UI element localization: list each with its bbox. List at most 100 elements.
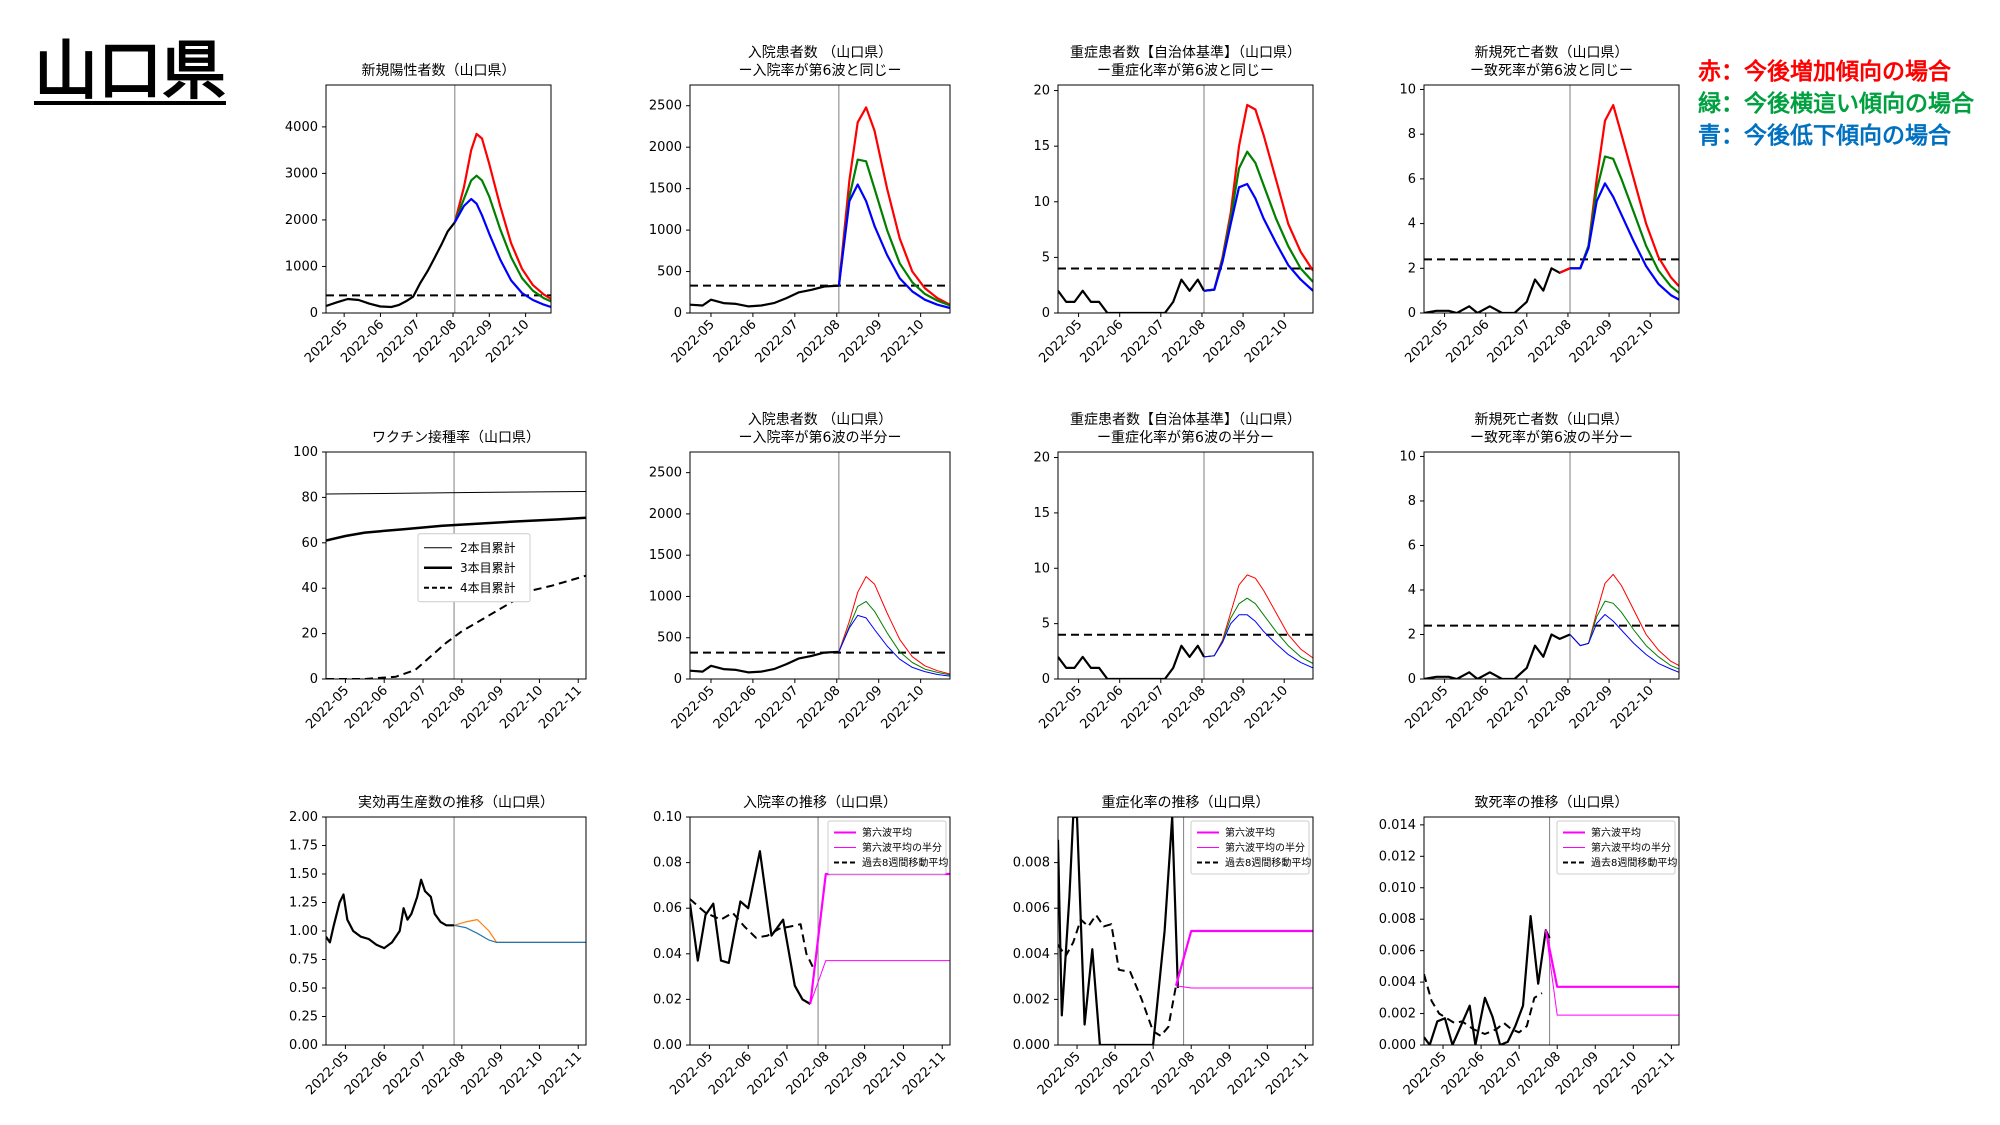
y-tick-label: 0.75 bbox=[289, 953, 318, 968]
plot-area bbox=[326, 817, 586, 1045]
plot-area bbox=[1424, 452, 1679, 679]
y-tick-label: 1.00 bbox=[289, 924, 318, 939]
y-tick-label: 3000 bbox=[285, 166, 318, 181]
x-tick-label: 2022-08 bbox=[1160, 683, 1209, 732]
plot-area bbox=[690, 452, 950, 679]
y-tick-label: 1.50 bbox=[289, 867, 318, 882]
y-tick-label: 20 bbox=[301, 627, 318, 642]
y-tick-label: 60 bbox=[301, 536, 318, 551]
legend-box bbox=[1190, 820, 1310, 875]
y-tick-label: 0.004 bbox=[1013, 947, 1050, 962]
y-tick-label: 1000 bbox=[649, 223, 682, 238]
x-tick-label: 2022-06 bbox=[1443, 317, 1492, 366]
chart-new-cases: 新規陽性者数（山口県）010002000300040002022-052022-… bbox=[285, 63, 552, 366]
y-tick-label: 40 bbox=[301, 581, 318, 596]
chart-title: 新規死亡者数（山口県） bbox=[1475, 412, 1629, 428]
series-line-black bbox=[326, 878, 455, 950]
series-line-red bbox=[453, 132, 551, 300]
series-line-black bbox=[690, 850, 811, 1005]
legend-label: 4本目累計 bbox=[460, 580, 516, 595]
y-tick-label: 500 bbox=[657, 631, 682, 646]
series-line-blue bbox=[837, 183, 950, 310]
plot-frame bbox=[1057, 816, 1314, 1046]
y-tick-label: 1000 bbox=[285, 259, 318, 274]
legend-box bbox=[417, 533, 531, 603]
chart-deaths-same: 新規死亡者数（山口県）ー致死率が第6波と同じー02468102022-05202… bbox=[1399, 45, 1680, 366]
y-tick-label: 0.10 bbox=[653, 810, 682, 825]
plot-frame bbox=[1057, 451, 1314, 680]
y-tick-label: 0 bbox=[1042, 672, 1050, 687]
y-tick-label: 0.008 bbox=[1013, 856, 1050, 871]
chart-title: ー重症化率が第6波の半分ー bbox=[1097, 429, 1274, 446]
plot-area bbox=[1058, 85, 1313, 313]
y-tick-label: 5 bbox=[1042, 617, 1050, 632]
y-tick-label: 0 bbox=[1042, 306, 1050, 321]
series-line-green bbox=[453, 174, 551, 303]
color-legend-note: 赤：今後増加傾向の場合 緑：今後横這い傾向の場合 青：今後低下傾向の場合 bbox=[1698, 56, 1974, 152]
x-tick-label: 2022-11 bbox=[536, 1049, 585, 1098]
series-line-magenta bbox=[1545, 930, 1679, 1016]
y-tick-label: 100 bbox=[293, 445, 318, 460]
y-tick-label: 0 bbox=[310, 306, 318, 321]
plot-area bbox=[1058, 817, 1313, 1045]
x-tick-label: 2022-05 bbox=[1402, 317, 1451, 366]
y-tick-label: 6 bbox=[1408, 538, 1416, 553]
chart-title: 致死率の推移（山口県） bbox=[1475, 794, 1629, 811]
y-tick-label: 0.25 bbox=[289, 1010, 318, 1025]
x-tick-label: 2022-07 bbox=[1119, 683, 1168, 732]
x-tick-label: 2022-10 bbox=[878, 683, 927, 732]
page-title: 山口県 bbox=[34, 35, 226, 109]
y-tick-label: 0 bbox=[1408, 672, 1416, 687]
x-tick-label: 2022-11 bbox=[900, 1049, 949, 1098]
legend-note-green: 緑：今後横這い傾向の場合 bbox=[1698, 91, 1974, 117]
chart-title: ワクチン接種率（山口県） bbox=[372, 429, 540, 446]
x-tick-label: 2022-07 bbox=[753, 317, 802, 366]
plot-frame bbox=[689, 451, 951, 680]
series-line-magenta bbox=[1544, 929, 1679, 988]
chart-title: ー入院率が第6波の半分ー bbox=[739, 429, 902, 446]
chart-vaccination: ワクチン接種率（山口県）0204060801002022-052022-0620… bbox=[293, 429, 587, 732]
x-tick-label: 2022-08 bbox=[1526, 683, 1575, 732]
legend-label: 過去8週間移動平均 bbox=[862, 856, 948, 869]
x-tick-label: 2022-07 bbox=[1119, 317, 1168, 366]
series-line-green bbox=[838, 600, 950, 676]
y-tick-label: 0.04 bbox=[653, 947, 682, 962]
y-tick-label: 1.75 bbox=[289, 839, 318, 854]
chart-title: 新規陽性者数（山口県） bbox=[362, 63, 516, 79]
y-tick-label: 0.02 bbox=[653, 992, 682, 1007]
chart-title: 入院患者数 （山口県） bbox=[748, 412, 892, 428]
series-line-green bbox=[1570, 155, 1679, 294]
y-tick-label: 10 bbox=[1033, 561, 1050, 576]
x-tick-label: 2022-11 bbox=[536, 683, 585, 732]
chart-title: 入院率の推移（山口県） bbox=[743, 794, 897, 811]
x-tick-label: 2022-10 bbox=[1608, 683, 1657, 732]
x-tick-label: 2022-08 bbox=[795, 317, 844, 366]
x-tick-label: 2022-06 bbox=[1077, 683, 1126, 732]
series-line-blue bbox=[838, 614, 950, 677]
chart-death-rate: 致死率の推移（山口県） 0.000 0.002 0.004 0.006 0.008 0.01… bbox=[1379, 794, 1680, 1098]
legend-box bbox=[1556, 820, 1676, 875]
plot-frame bbox=[689, 816, 951, 1046]
chart-title: 入院患者数 （山口県） bbox=[748, 45, 892, 61]
y-tick-label: 0.06 bbox=[653, 901, 682, 916]
series-line-black bbox=[326, 516, 586, 542]
y-tick-label: 20 bbox=[1033, 451, 1050, 466]
chart-title: ー重症化率が第6波と同じー bbox=[1097, 62, 1274, 79]
y-tick-label: 10 bbox=[1033, 195, 1050, 210]
y-tick-label: 1500 bbox=[649, 548, 682, 563]
y-tick-label: 2000 bbox=[649, 140, 682, 155]
series-line-blue bbox=[453, 197, 551, 309]
y-tick-label: 4 bbox=[1408, 583, 1416, 598]
series-line-blue bbox=[1203, 182, 1313, 292]
series-line-black bbox=[1058, 644, 1205, 679]
plot-frame bbox=[689, 84, 951, 314]
x-tick-label: 2022-07 bbox=[1485, 317, 1534, 366]
y-tick-label: 0.004 bbox=[1379, 975, 1416, 990]
plot-area bbox=[1058, 452, 1313, 679]
chart-title: ー致死率が第6波の半分ー bbox=[1470, 429, 1633, 446]
y-tick-label: 2 bbox=[1408, 261, 1416, 276]
legend-label: 第六波平均 bbox=[1591, 826, 1641, 839]
x-tick-label: 2022-10 bbox=[1242, 317, 1291, 366]
y-tick-label: 0 bbox=[310, 672, 318, 687]
x-tick-label: 2022-09 bbox=[1567, 317, 1616, 366]
